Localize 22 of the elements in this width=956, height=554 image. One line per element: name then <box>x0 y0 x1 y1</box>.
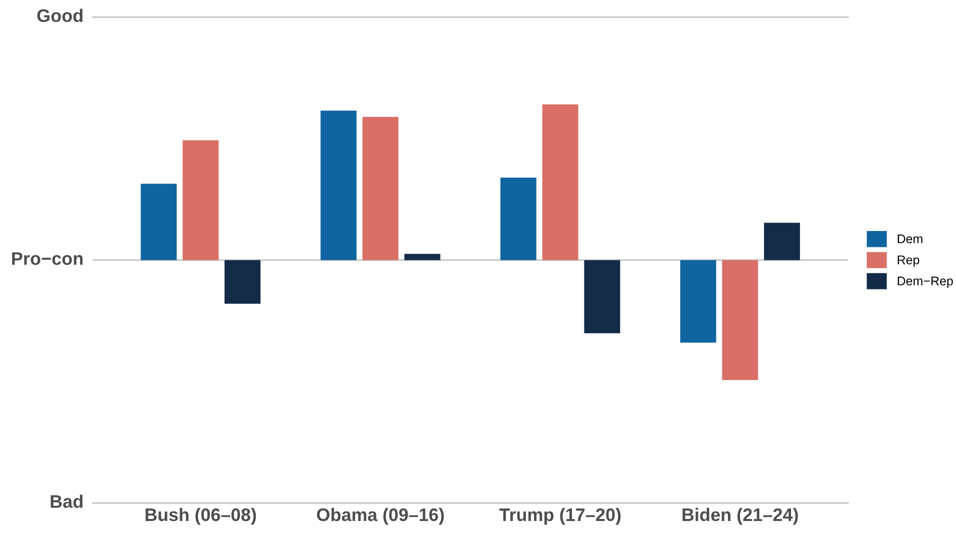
x-tick-label: Bush (06–08) <box>146 508 256 525</box>
legend-label: Rep <box>898 256 920 267</box>
bar <box>182 140 219 260</box>
bar <box>584 260 620 334</box>
bar <box>542 104 578 260</box>
bar <box>320 110 357 260</box>
x-tick-label: Biden (21–24) <box>682 508 798 525</box>
text: Bad <box>50 494 82 508</box>
bar <box>680 260 716 343</box>
bar <box>404 254 440 260</box>
bar <box>764 222 800 260</box>
text: Good <box>37 8 82 22</box>
legend-label: Dem <box>898 234 922 244</box>
x-tick-label: Trump (17–20) <box>499 508 621 525</box>
text: Pro−con <box>12 252 83 265</box>
bar <box>140 184 177 260</box>
bar <box>500 178 536 260</box>
x-tick-label: Obama (09–16) <box>316 508 444 525</box>
bar <box>722 260 758 380</box>
bar <box>362 116 398 260</box>
legend-label: Dem−Rep <box>898 276 953 288</box>
bar <box>224 260 261 304</box>
